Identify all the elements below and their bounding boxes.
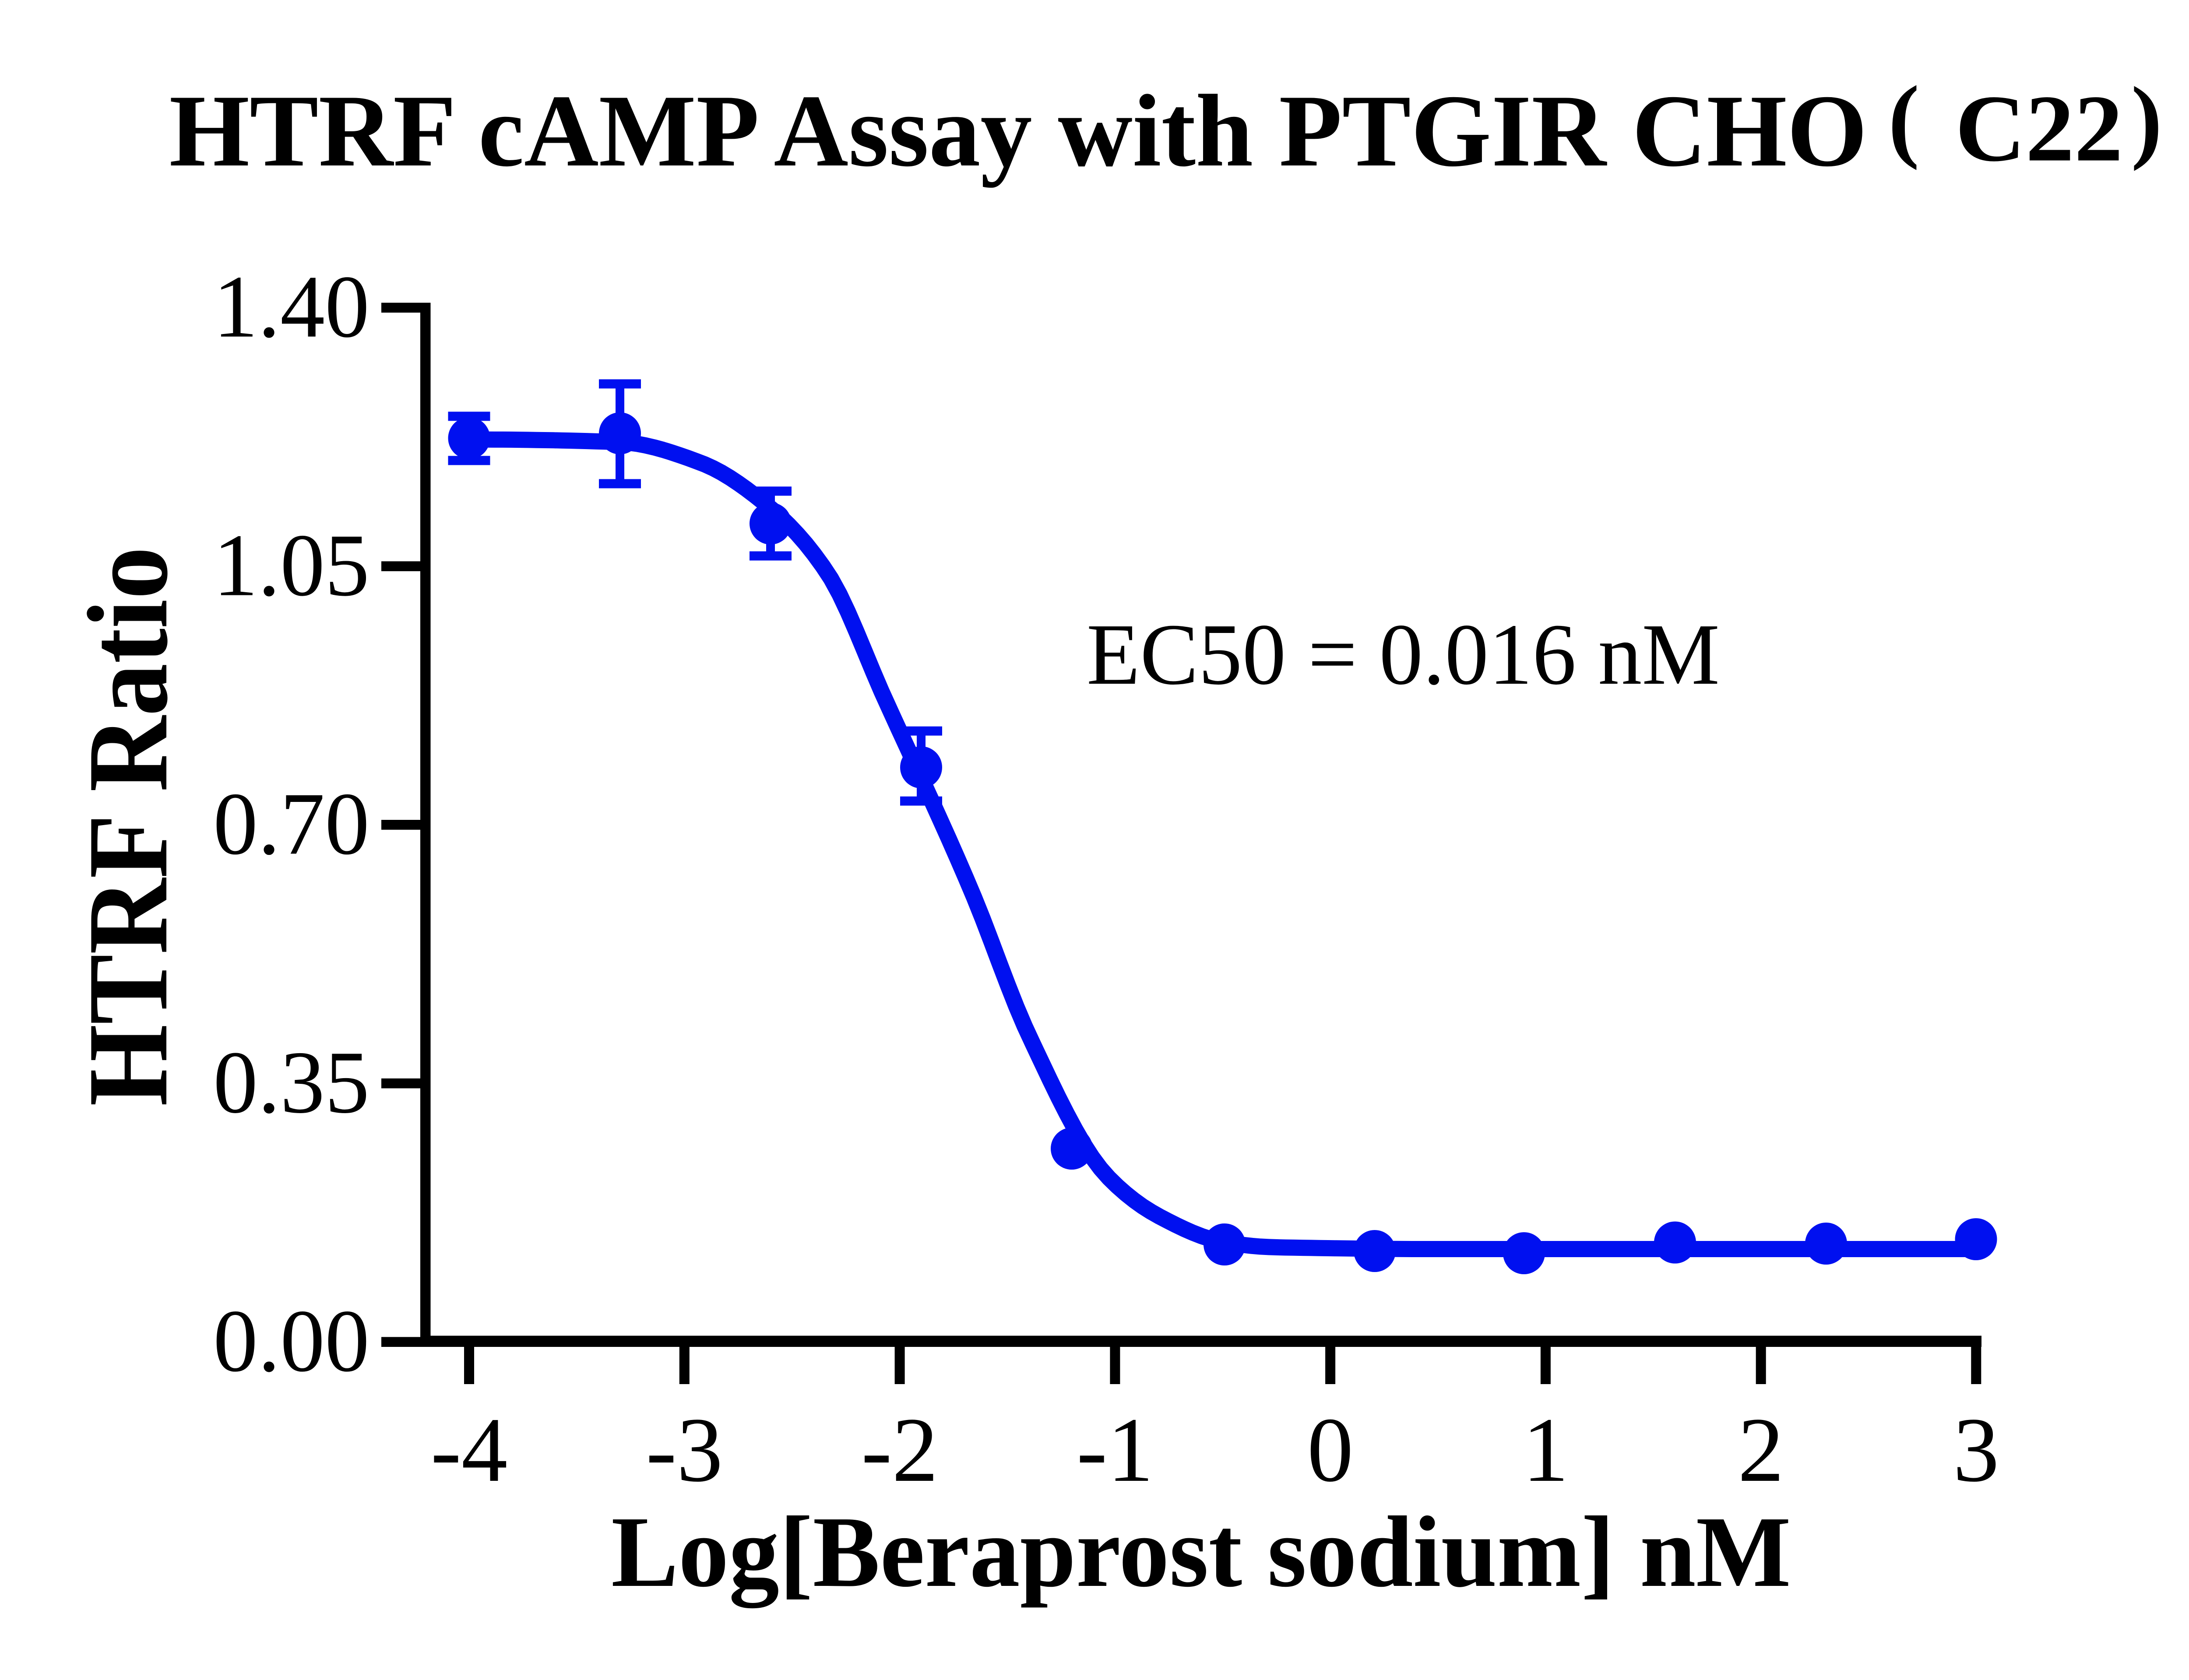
svg-text:1.05: 1.05 xyxy=(213,516,370,615)
svg-text:0: 0 xyxy=(1307,1399,1354,1501)
svg-text:(: ( xyxy=(1888,67,1919,171)
svg-text:0.00: 0.00 xyxy=(213,1292,370,1391)
svg-text:-3: -3 xyxy=(646,1399,723,1501)
svg-text:0.35: 0.35 xyxy=(213,1033,370,1132)
svg-text:-2: -2 xyxy=(861,1399,938,1501)
svg-text:-1: -1 xyxy=(1077,1399,1154,1501)
svg-text:Log[Beraprost sodium] nM: Log[Beraprost sodium] nM xyxy=(611,1496,1791,1608)
svg-text:EC50 = 0.016 nM: EC50 = 0.016 nM xyxy=(1087,606,1720,703)
svg-text:1.40: 1.40 xyxy=(213,257,370,356)
svg-text:2: 2 xyxy=(1738,1399,1784,1501)
svg-text:HTRF cAMP Assay with PTGIR CHO: HTRF cAMP Assay with PTGIR CHO xyxy=(169,74,1868,188)
svg-text:0.70: 0.70 xyxy=(213,774,370,873)
svg-text:C22: C22 xyxy=(1955,76,2123,182)
svg-text:HTRF Ratio: HTRF Ratio xyxy=(64,547,191,1106)
svg-text:): ) xyxy=(2131,68,2162,172)
svg-text:1: 1 xyxy=(1523,1399,1569,1501)
svg-text:-4: -4 xyxy=(431,1399,508,1501)
svg-text:3: 3 xyxy=(1953,1399,1999,1501)
